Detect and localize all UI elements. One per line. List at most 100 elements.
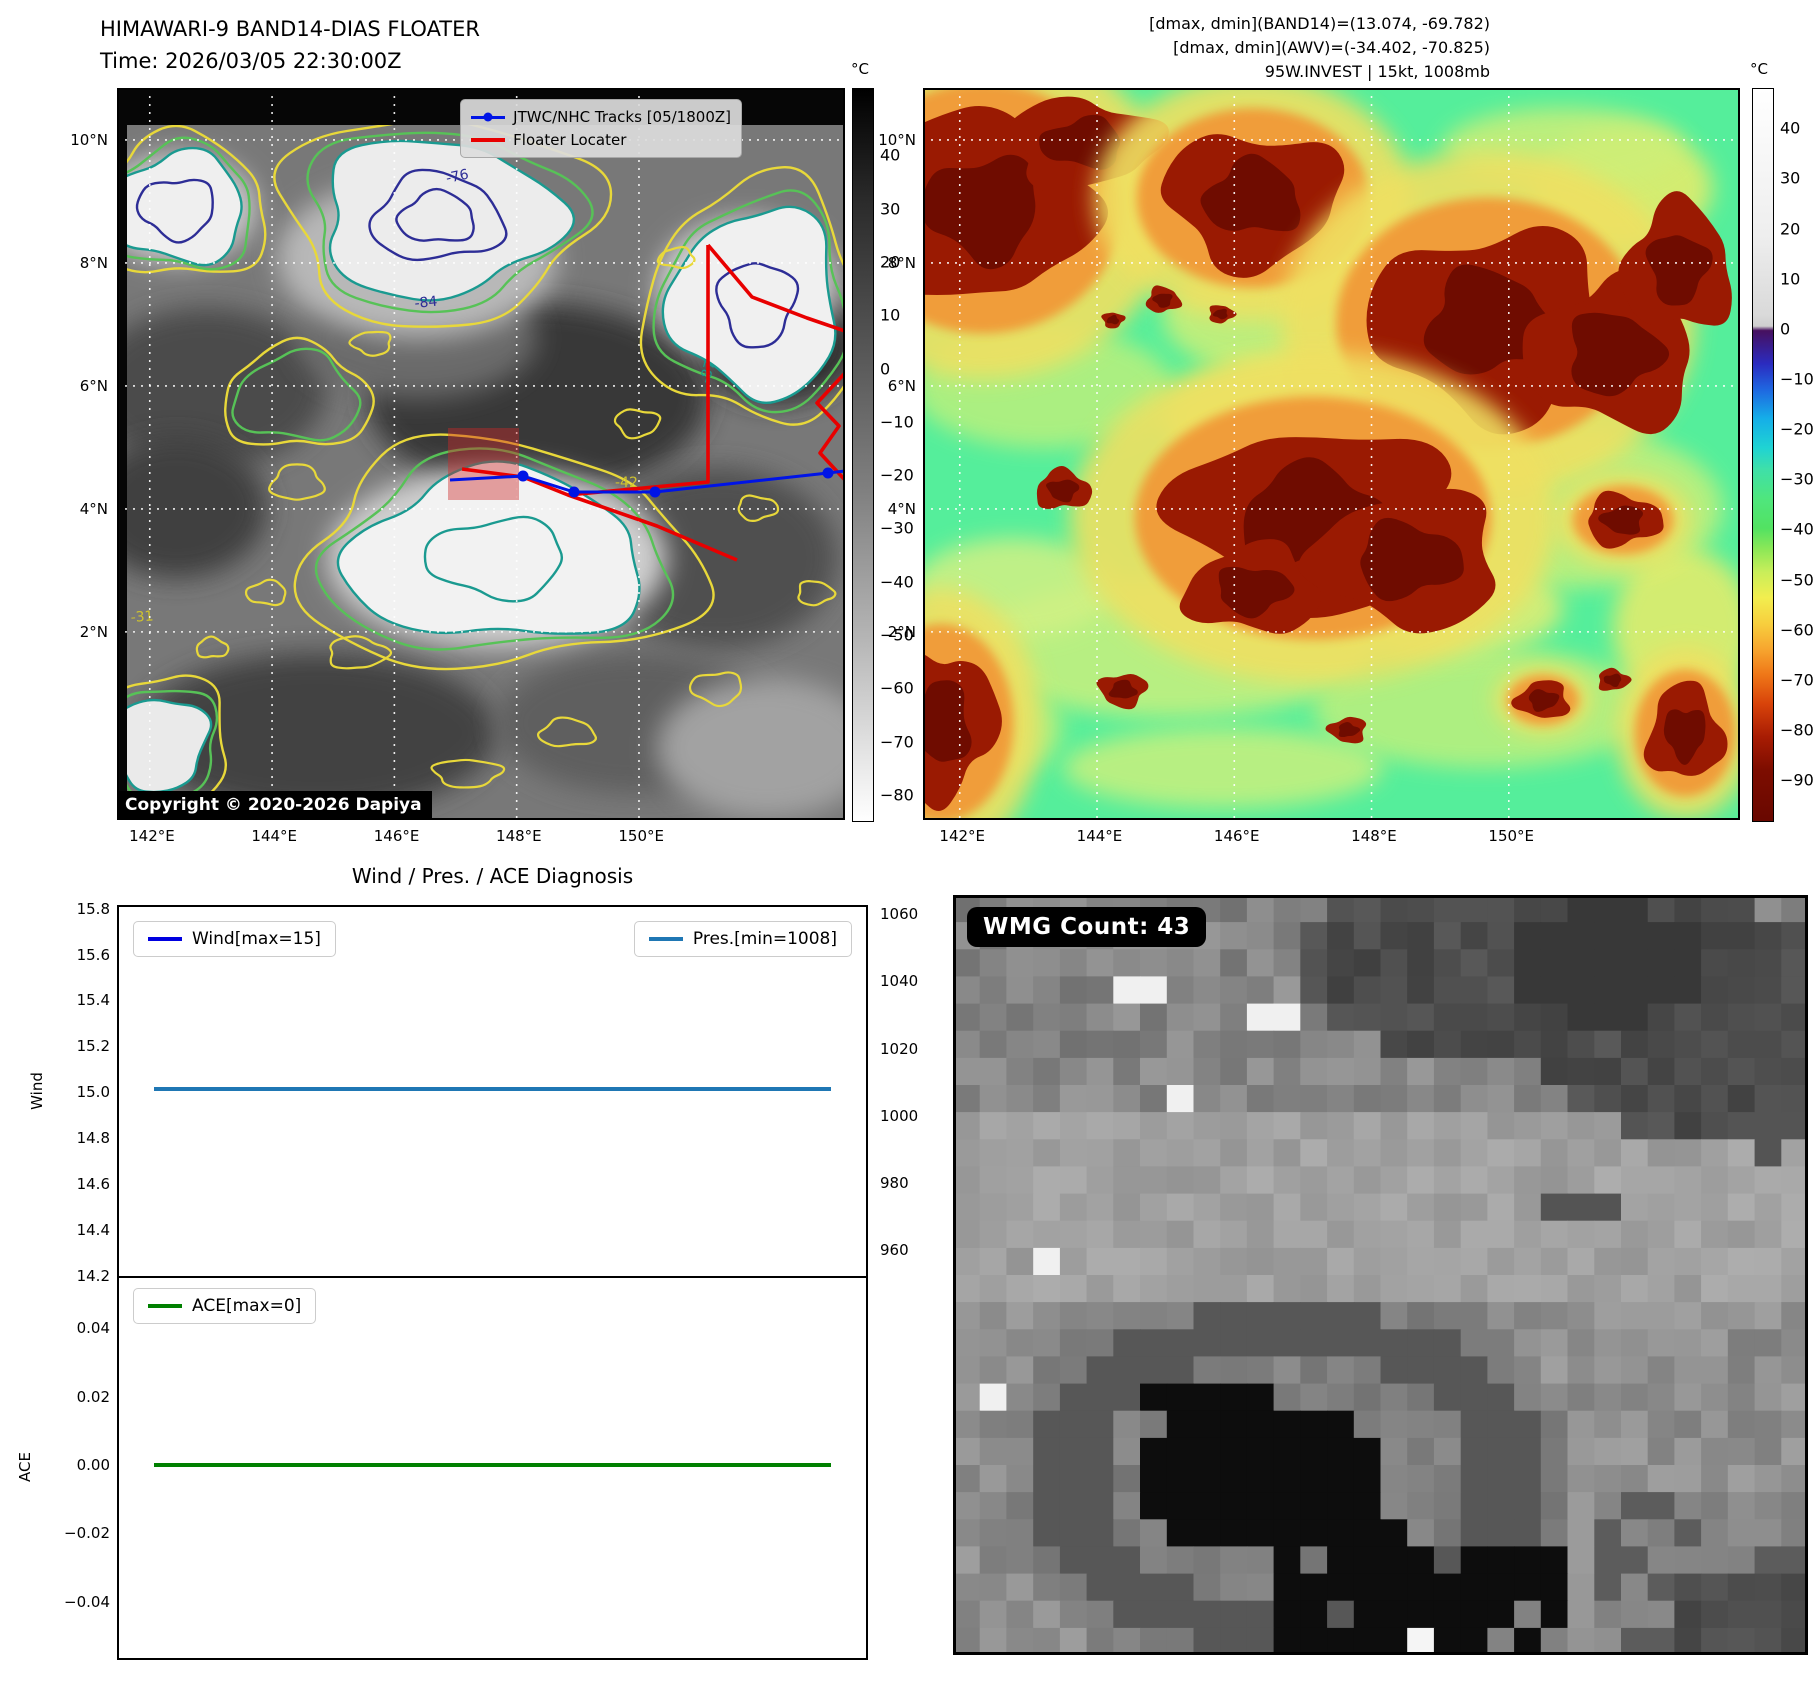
wind-pressure-chart: Wind[max=15] Pres.[min=1008] bbox=[117, 905, 868, 1278]
copyright-badge: Copyright © 2020-2026 Dapiya bbox=[117, 791, 432, 820]
svg-text:-76: -76 bbox=[445, 166, 471, 186]
wind-y-axis-tick: 15.8 bbox=[76, 899, 110, 918]
band14-colorbar-axis-tick: −70 bbox=[880, 732, 914, 752]
band14-colorbar-axis-tick: −40 bbox=[880, 572, 914, 592]
invest-info-block: [dmax, dmin](BAND14)=(13.074, -69.782) [… bbox=[1149, 12, 1490, 84]
band14-lat-axis-tick: 6°N bbox=[79, 376, 108, 395]
wind-y-axis-tick: 15.2 bbox=[76, 1037, 110, 1056]
wind-y-axis-tick: 15.4 bbox=[76, 991, 110, 1010]
band14-lat-axis: 10°N 8°N 6°N 4°N 2°N bbox=[50, 88, 108, 820]
wmg-count-badge: WMG Count: 43 bbox=[967, 907, 1207, 947]
awv-lat-axis-tick: 6°N bbox=[887, 376, 916, 395]
awv-lon-axis-tick: 148°E bbox=[1351, 827, 1397, 845]
ace-y-axis-tick: 0.02 bbox=[76, 1387, 110, 1406]
band14-lon-axis-tick: 144°E bbox=[251, 827, 298, 845]
wind-y-axis: 15.8 15.6 15.4 15.2 15.0 14.8 14.6 14.4 14.2 bbox=[52, 900, 110, 1285]
ace-y-axis-tick: 0.00 bbox=[76, 1455, 110, 1474]
band14-lon-axis: 142°E 144°E 146°E 148°E 150°E bbox=[117, 827, 845, 851]
ace-legend: ACE[max=0] bbox=[133, 1288, 317, 1324]
band14-colorbar-axis-tick: −80 bbox=[880, 785, 914, 805]
awv-lat-axis-tick: 4°N bbox=[887, 499, 916, 518]
awv-colorbar-axis-tick: −60 bbox=[1780, 620, 1813, 640]
ace-axis-label: ACE bbox=[15, 1452, 34, 1482]
awv-colorbar-axis-tick: 40 bbox=[1780, 118, 1801, 138]
awv-lat-axis-tick: 10°N bbox=[878, 130, 916, 149]
awv-colorbar-axis: 40 30 20 10 0 −10 −20 −30 −40 −50 −60 −70 −80 −90 bbox=[1780, 88, 1813, 820]
awv-colorbar-axis-tick: 30 bbox=[1780, 168, 1801, 188]
track-dot-icon bbox=[483, 112, 493, 122]
legend-row-track: JTWC/NHC Tracks [05/1800Z] bbox=[471, 106, 731, 129]
band14-colorbar-axis-tick: −60 bbox=[880, 678, 914, 698]
awv-colorbar-axis-tick: −50 bbox=[1780, 570, 1813, 590]
awv-lon-axis: 142°E 144°E 146°E 148°E 150°E bbox=[923, 827, 1740, 851]
awv-map bbox=[923, 88, 1740, 820]
pressure-y-axis-tick: 980 bbox=[880, 1173, 909, 1192]
awv-colorbar-axis-tick: 10 bbox=[1780, 269, 1801, 289]
track-line-icon bbox=[471, 112, 506, 122]
awv-colorbar bbox=[1752, 88, 1774, 822]
wmg-pixel-art bbox=[953, 895, 1808, 1655]
wind-axis-label: Wind bbox=[27, 1072, 46, 1110]
awv-colorbar-axis-tick: −20 bbox=[1780, 419, 1813, 439]
awv-lon-axis-tick: 150°E bbox=[1488, 827, 1535, 845]
band14-colorbar-axis-tick: 20 bbox=[880, 252, 901, 272]
band14-colorbar-axis-tick: −50 bbox=[880, 625, 914, 645]
ace-y-axis-tick: −0.04 bbox=[64, 1592, 110, 1611]
band14-title: HIMAWARI-9 BAND14-DIAS FLOATER bbox=[100, 17, 480, 41]
band14-map-legend: JTWC/NHC Tracks [05/1800Z] Floater Locat… bbox=[460, 99, 742, 158]
invest-status: 95W.INVEST | 15kt, 1008mb bbox=[1264, 62, 1490, 81]
ace-y-axis-tick: −0.02 bbox=[64, 1524, 110, 1543]
ace-line-icon bbox=[148, 1303, 182, 1309]
wind-line-icon bbox=[148, 936, 182, 942]
ace-y-axis-tick: 0.04 bbox=[76, 1319, 110, 1338]
band14-colorbar-axis-tick: −30 bbox=[880, 518, 914, 538]
wind-y-axis-tick: 14.8 bbox=[76, 1129, 110, 1148]
pressure-y-axis: 1060 1040 1020 1000 980 960 bbox=[880, 905, 940, 1278]
pressure-y-axis-tick: 1040 bbox=[880, 972, 919, 991]
band14-time: Time: 2026/03/05 22:30:00Z bbox=[100, 48, 402, 73]
band14-lon-axis-tick: 148°E bbox=[496, 827, 542, 845]
pressure-y-axis-tick: 1000 bbox=[880, 1106, 919, 1125]
awv-lon-axis-tick: 142°E bbox=[939, 827, 986, 845]
awv-colorbar-axis-tick: −10 bbox=[1780, 369, 1813, 389]
band14-lon-axis-tick: 150°E bbox=[618, 827, 664, 845]
awv-colorbar-axis-tick: 20 bbox=[1780, 219, 1801, 239]
band14-colorbar-axis: 40 30 20 10 0 −10 −20 −30 −40 −50 −60 −70 −80 bbox=[880, 88, 930, 820]
band14-map: -76 -84 -31 -42 -87 JTWC/NHC Tracks [05/1800… bbox=[117, 88, 845, 820]
ace-series-line bbox=[154, 1462, 831, 1468]
awv-colorbar-axis-tick: 0 bbox=[1780, 319, 1791, 339]
svg-text:-84: -84 bbox=[414, 294, 439, 312]
band14-colorbar-unit: °C bbox=[851, 60, 869, 78]
wind-y-axis-tick: 14.6 bbox=[76, 1175, 110, 1193]
band14-colorbar-axis-tick: 0 bbox=[880, 359, 891, 378]
pressure-y-axis-tick: 960 bbox=[880, 1241, 909, 1260]
dmax-dmin-band14: [dmax, dmin](BAND14)=(13.074, -69.782) bbox=[1149, 14, 1490, 33]
band14-lat-axis-tick: 4°N bbox=[79, 499, 108, 518]
awv-colorbar-axis-tick: −90 bbox=[1780, 770, 1813, 790]
awv-lat-axis-tick: 8°N bbox=[887, 253, 916, 272]
awv-map-art bbox=[923, 88, 1740, 820]
svg-text:-42: -42 bbox=[615, 475, 638, 491]
wind-legend: Wind[max=15] bbox=[133, 921, 336, 957]
awv-lat-axis-tick: 2°N bbox=[887, 622, 916, 641]
dmax-dmin-awv: [dmax, dmin](AWV)=(-34.402, -70.825) bbox=[1173, 38, 1490, 57]
ace-chart: ACE[max=0] bbox=[117, 1276, 868, 1660]
awv-colorbar-unit: °C bbox=[1750, 60, 1768, 78]
pressure-legend-label: Pres.[min=1008] bbox=[692, 929, 837, 949]
figure-title-block: HIMAWARI-9 BAND14-DIAS FLOATER Time: 202… bbox=[100, 14, 480, 77]
band14-lon-axis-tick: 146°E bbox=[373, 827, 420, 845]
floater-line-icon bbox=[471, 138, 506, 142]
awv-colorbar-axis-tick: −40 bbox=[1780, 519, 1813, 539]
diagnosis-title: Wind / Pres. / ACE Diagnosis bbox=[351, 864, 634, 888]
band14-colorbar-axis-tick: −20 bbox=[880, 465, 914, 485]
band14-colorbar-axis-tick: 40 bbox=[880, 145, 901, 165]
band14-lat-axis-tick: 10°N bbox=[70, 130, 108, 149]
awv-lon-axis-tick: 144°E bbox=[1076, 827, 1123, 845]
ace-legend-label: ACE[max=0] bbox=[192, 1296, 302, 1316]
band14-lon-axis-tick: 142°E bbox=[129, 827, 175, 845]
pressure-line-icon bbox=[648, 936, 683, 942]
wind-y-axis-tick: 14.2 bbox=[76, 1266, 110, 1285]
band14-colorbar bbox=[852, 88, 874, 822]
track-legend-label: JTWC/NHC Tracks [05/1800Z] bbox=[513, 108, 731, 126]
